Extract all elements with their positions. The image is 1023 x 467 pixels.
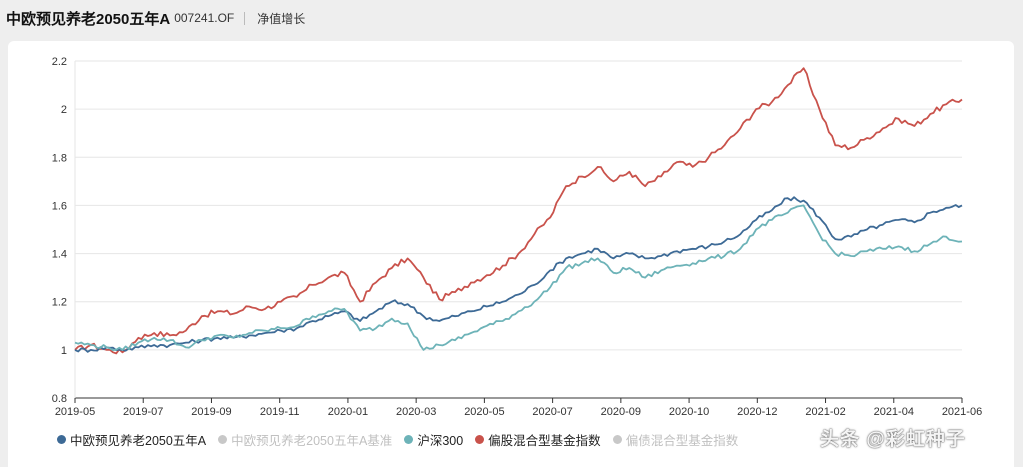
y-tick-label: 1.8	[52, 152, 67, 164]
x-tick-label: 2021-06	[942, 406, 982, 418]
legend-label: 中欧预见养老2050五年A	[70, 433, 207, 448]
y-tick-label: 0.8	[52, 393, 67, 405]
x-tick-label: 2020-01	[328, 406, 368, 418]
x-tick-label: 2019-05	[55, 406, 95, 418]
x-tick-label: 2020-12	[737, 406, 777, 418]
y-tick-label: 1.6	[52, 200, 67, 212]
x-tick-label: 2021-02	[805, 406, 845, 418]
y-tick-label: 1.2	[52, 297, 67, 309]
legend-item[interactable]: 偏债混合型基金指数	[612, 430, 739, 449]
legend-dot-icon	[57, 434, 66, 444]
y-tick-label: 2	[61, 104, 67, 116]
x-tick-label: 2020-05	[464, 406, 504, 418]
series-line	[74, 196, 963, 353]
legend-dot-icon	[218, 434, 228, 444]
legend-dot-icon	[475, 434, 485, 444]
legend-dot-icon	[612, 434, 622, 444]
legend-item[interactable]: 中欧预见养老2050五年A基准	[218, 430, 392, 449]
legend-label: 中欧预见养老2050五年A基准	[231, 433, 393, 448]
x-tick-label: 2019-07	[123, 406, 163, 418]
fund-name: 中欧预见养老2050五年A	[6, 10, 171, 28]
header-divider	[244, 11, 246, 25]
series-line	[74, 67, 963, 355]
x-tick-label: 2020-03	[396, 406, 436, 418]
x-tick-label: 2019-09	[191, 406, 231, 418]
metric-tab[interactable]: 净值增长	[257, 11, 306, 26]
legend-dot-icon	[404, 434, 414, 444]
x-tick-label: 2020-07	[532, 406, 572, 418]
y-tick-label: 2.2	[52, 56, 67, 68]
legend-label: 沪深300	[417, 433, 464, 448]
fund-code: 007241.OF	[174, 11, 235, 25]
y-tick-label: 1.4	[52, 249, 67, 261]
legend-item[interactable]: 沪深300	[404, 430, 463, 449]
legend-label: 偏债混合型基金指数	[625, 433, 739, 448]
x-tick-label: 2020-10	[669, 406, 709, 418]
legend-item[interactable]: 中欧预见养老2050五年A	[57, 430, 206, 449]
legend-item[interactable]: 偏股混合型基金指数	[475, 430, 601, 449]
x-tick-label: 2021-04	[874, 406, 914, 418]
chart-header: 中欧预见养老2050五年A 007241.OF 净值增长	[0, 0, 1023, 36]
chart-card: 0.8 1 1.2 1.4 1.6 1.8 2 2.2 2019-05 2019-07 2019-0…	[8, 41, 1014, 467]
line-chart: 0.8 1 1.2 1.4 1.6 1.8 2 2.2 2019-05 2019-07 2019-0…	[52, 56, 982, 418]
series-line	[74, 204, 963, 352]
y-tick-label: 1	[61, 345, 67, 357]
x-tick-label: 2019-11	[260, 406, 300, 418]
x-tick-label: 2020-09	[601, 406, 641, 418]
chart-legend: 中欧预见养老2050五年A 中欧预见养老2050五年A基准 沪深300 偏股混合型基金…	[57, 428, 750, 450]
watermark: 头条 @彩虹种子	[820, 429, 966, 450]
legend-label: 偏股混合型基金指数	[488, 433, 601, 448]
